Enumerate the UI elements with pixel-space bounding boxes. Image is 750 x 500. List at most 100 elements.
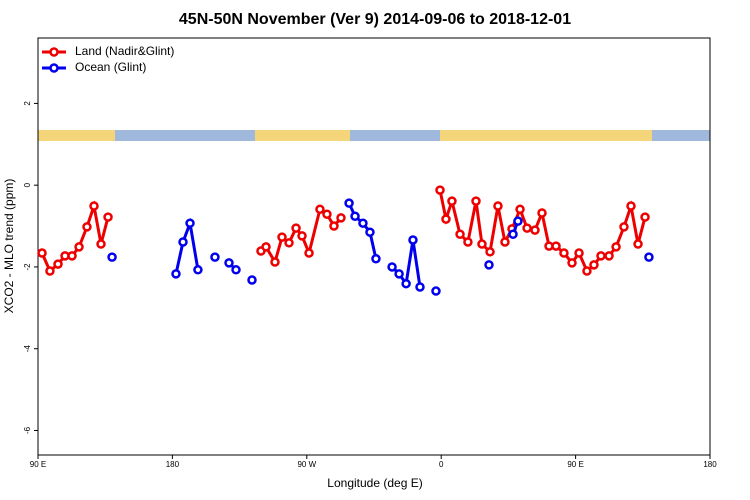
data-point xyxy=(284,238,294,248)
data-point xyxy=(107,252,117,262)
data-point xyxy=(640,212,650,222)
data-point xyxy=(611,242,621,252)
data-point xyxy=(291,223,301,233)
data-point xyxy=(537,208,547,218)
data-point xyxy=(447,196,457,206)
legend: Land (Nadir&Glint) Ocean (Glint) xyxy=(42,44,174,74)
data-point xyxy=(401,278,411,289)
data-point xyxy=(261,242,271,252)
data-point xyxy=(513,216,523,226)
x-axis-label: Longitude (deg E) xyxy=(327,476,422,490)
data-point xyxy=(500,237,510,247)
chart-title: 45N-50N November (Ver 9) 2014-09-06 to 2… xyxy=(179,11,571,28)
data-point xyxy=(515,204,525,215)
data-point xyxy=(485,247,495,257)
data-point xyxy=(45,266,55,276)
data-point xyxy=(365,227,375,237)
data-point xyxy=(604,251,614,261)
data-point xyxy=(247,275,257,285)
data-point xyxy=(103,212,113,222)
data-point xyxy=(53,259,63,269)
data-point xyxy=(493,201,503,211)
data-point xyxy=(435,185,445,195)
legend-marker xyxy=(49,47,59,57)
data-point xyxy=(477,239,487,249)
x-tick-label: 90 E xyxy=(30,460,46,469)
data-point xyxy=(336,213,346,223)
map-strip xyxy=(38,130,710,141)
data-point xyxy=(329,221,339,231)
data-point xyxy=(277,232,287,242)
series-line xyxy=(40,200,110,274)
data-point xyxy=(96,239,106,249)
y-tick-label: 2 xyxy=(23,101,32,106)
data-point xyxy=(67,251,77,261)
data-point xyxy=(596,251,606,261)
data-point xyxy=(408,235,418,245)
y-tick-label: 0 xyxy=(23,182,32,187)
data-point xyxy=(551,241,561,251)
data-point xyxy=(304,248,314,258)
data-point xyxy=(224,258,234,268)
data-point xyxy=(522,223,532,233)
data-point xyxy=(633,239,643,249)
data-point xyxy=(350,211,360,221)
legend-label: Land (Nadir&Glint) xyxy=(75,44,174,58)
x-tick-label: 180 xyxy=(703,460,717,469)
series-line xyxy=(174,217,200,275)
data-point xyxy=(441,214,451,224)
data-point xyxy=(559,248,569,258)
land-strip xyxy=(38,130,115,141)
y-tick-label: -2 xyxy=(23,263,32,271)
data-point xyxy=(589,260,599,270)
data-point xyxy=(74,242,84,252)
data-point xyxy=(394,269,404,279)
data-point xyxy=(455,229,465,239)
data-point xyxy=(231,265,241,275)
data-point xyxy=(315,204,325,215)
data-point xyxy=(185,218,195,228)
data-point xyxy=(530,225,540,235)
data-point xyxy=(297,231,307,241)
y-axis-label: XCO2 - MLO trend (ppm) xyxy=(2,179,16,314)
data-point xyxy=(322,209,332,219)
data-point xyxy=(89,201,99,211)
y-tick-label: -4 xyxy=(23,345,32,353)
legend-marker xyxy=(49,63,59,73)
data-point xyxy=(270,257,280,267)
data-point xyxy=(644,252,654,262)
x-tick-label: 0 xyxy=(439,460,444,469)
data-point xyxy=(619,222,629,232)
data-point xyxy=(415,282,425,292)
y-tick-label: -6 xyxy=(23,426,32,434)
data-point xyxy=(387,262,397,272)
legend-label: Ocean (Glint) xyxy=(75,60,146,74)
data-point xyxy=(463,237,473,247)
x-tick-label: 180 xyxy=(166,460,180,469)
data-point xyxy=(193,265,203,275)
data-point xyxy=(371,254,381,264)
land-strip xyxy=(440,130,652,141)
ocean-strip xyxy=(38,130,710,141)
data-point xyxy=(471,196,481,206)
plot-frame xyxy=(37,37,711,456)
data-point xyxy=(82,222,92,232)
data-point xyxy=(210,252,220,262)
data-point xyxy=(626,201,636,211)
data-point xyxy=(574,248,584,258)
data-point xyxy=(508,229,518,239)
data-point xyxy=(484,260,494,270)
data-point xyxy=(431,286,441,296)
data-point xyxy=(344,198,354,208)
x-tick-label: 90 E xyxy=(567,460,583,469)
land-strip xyxy=(255,130,350,141)
x-tick-label: 90 W xyxy=(297,460,316,469)
data-point xyxy=(582,266,592,276)
data-point xyxy=(37,248,47,258)
data-point xyxy=(567,258,577,268)
data-point xyxy=(358,218,368,228)
data-point xyxy=(178,237,188,247)
data-point xyxy=(171,269,181,279)
